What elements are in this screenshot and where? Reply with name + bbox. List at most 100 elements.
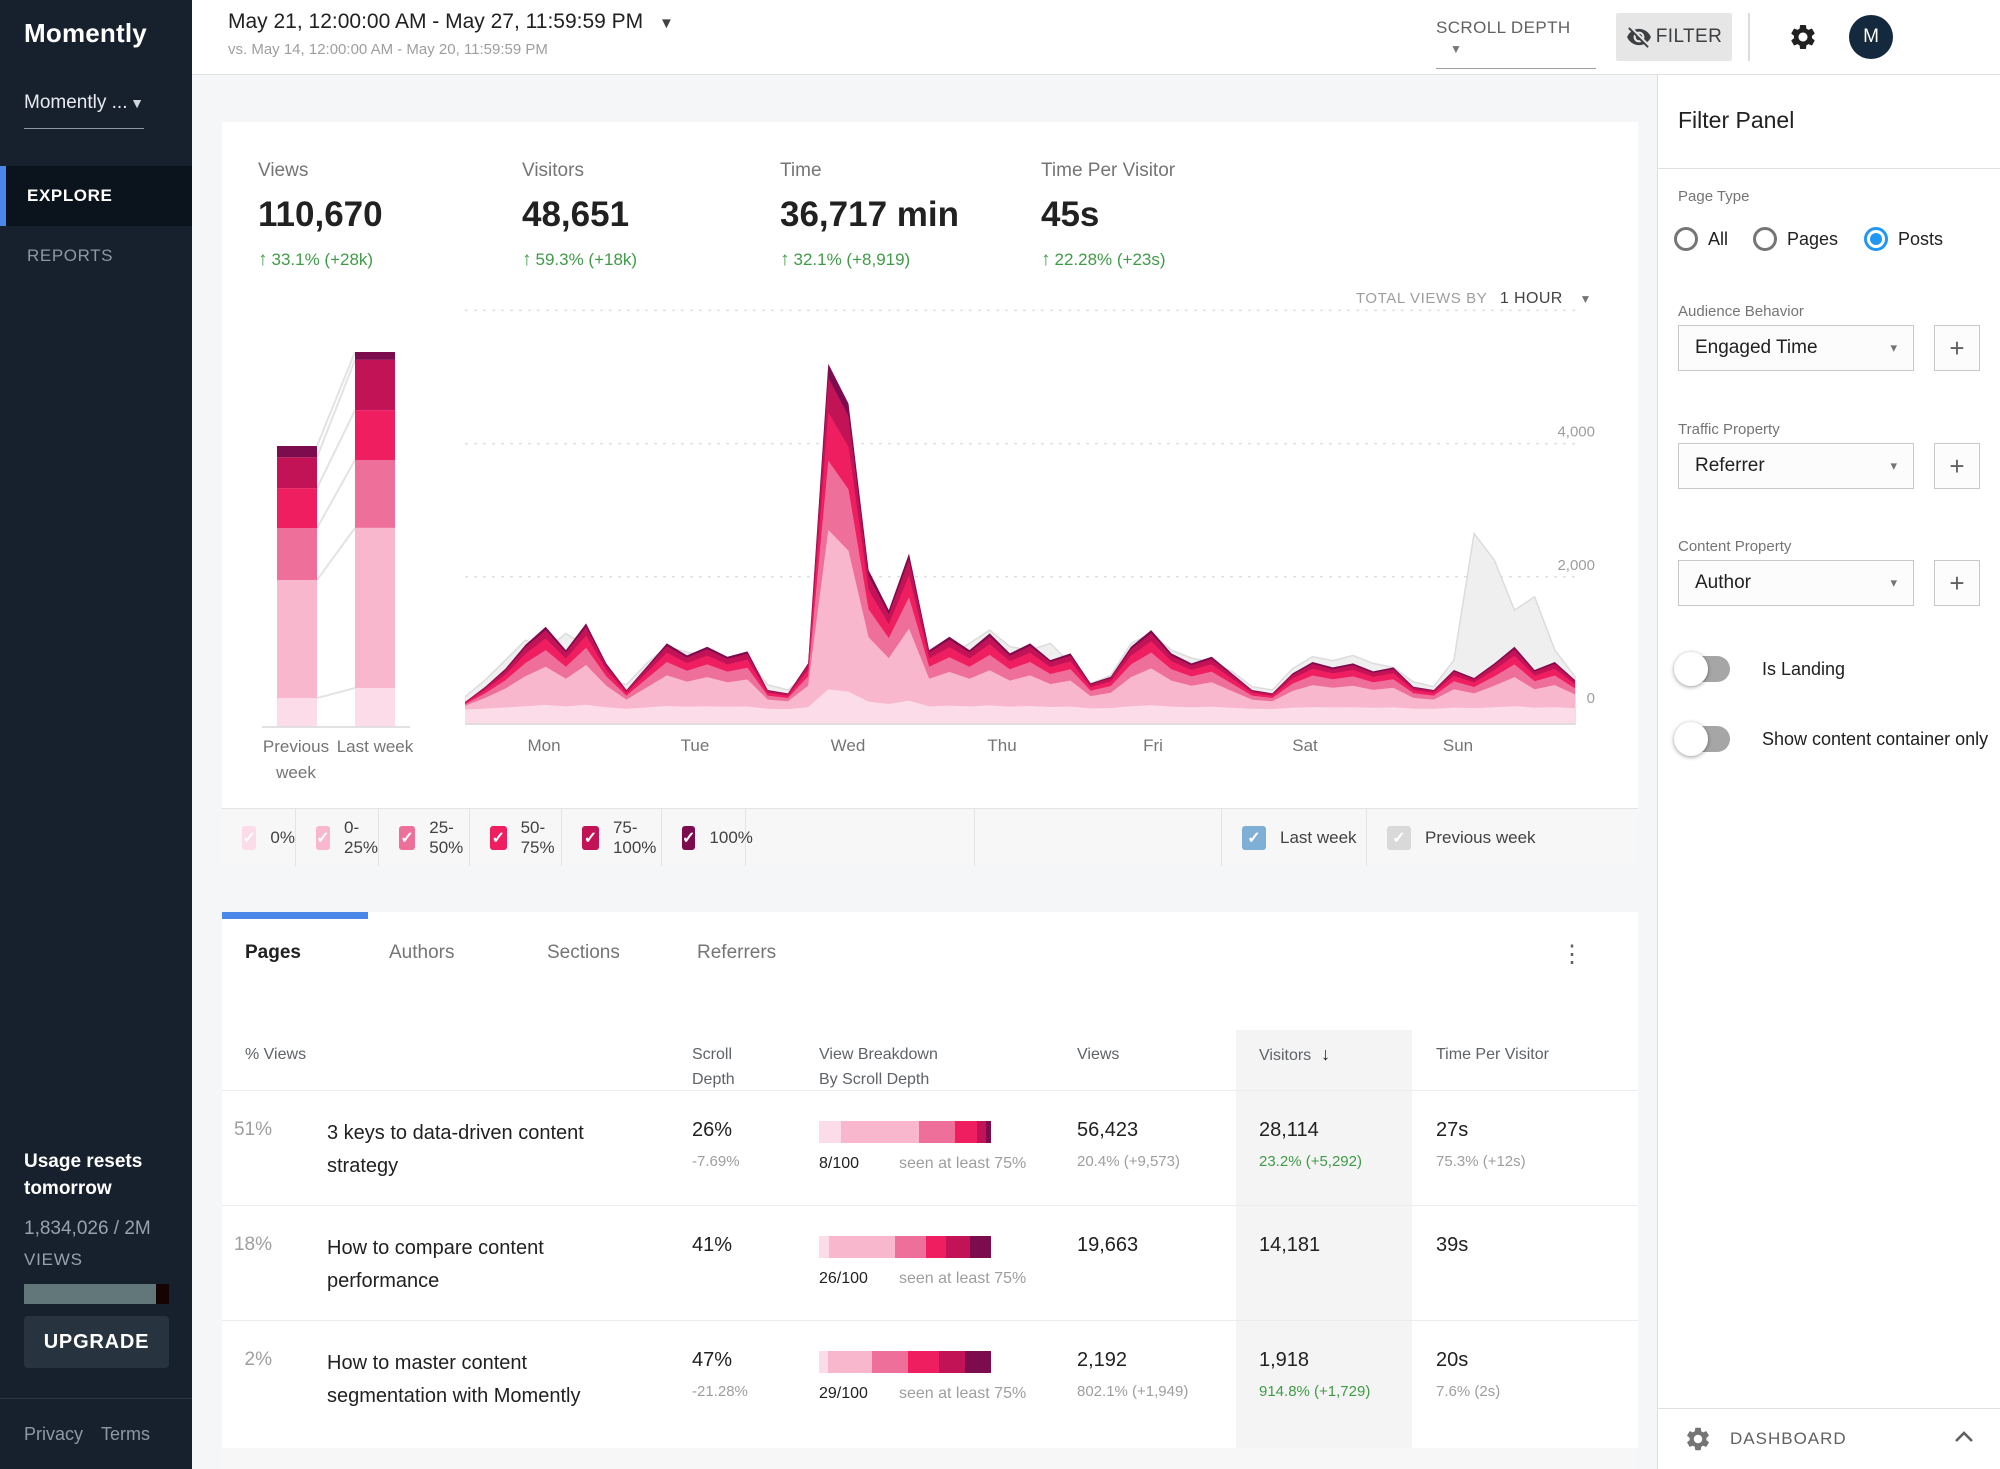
col-header-scroll-depth[interactable]: Scroll Depth: [692, 1042, 752, 1092]
checkbox-icon: ✓: [1242, 826, 1266, 850]
dashboard-bar[interactable]: DASHBOARD: [1658, 1408, 2000, 1469]
audience-behavior-label: Audience Behavior: [1678, 303, 1804, 320]
terms-link[interactable]: Terms: [101, 1424, 150, 1444]
radio-all[interactable]: All: [1674, 227, 1728, 251]
usage-progress-bar: [24, 1284, 169, 1304]
compare-range-label: vs. May 14, 12:00:00 AM - May 20, 11:59:…: [228, 41, 674, 58]
tab-sections[interactable]: Sections: [547, 942, 620, 964]
filter-button[interactable]: FILTER: [1616, 13, 1732, 61]
usage-count: 1,834,026 / 2M: [24, 1218, 169, 1240]
radio-circle-icon: [1674, 227, 1698, 251]
row-title[interactable]: 3 keys to data-driven content strategy: [327, 1117, 627, 1183]
col-header-pct-views[interactable]: % Views: [245, 1042, 306, 1067]
show-content-container-only-toggle[interactable]: Show content container only: [1678, 726, 1988, 752]
tab-referrers[interactable]: Referrers: [697, 942, 776, 964]
day-label-thu: Thu: [987, 736, 1016, 756]
legend-item-0pct[interactable]: ✓ 0%: [222, 809, 296, 866]
col-header-view-breakdown[interactable]: View Breakdown By Scroll Depth: [819, 1042, 939, 1092]
filter-panel: Filter Panel Page Type AllPagesPosts Aud…: [1657, 75, 2000, 1469]
pages-card: Pages Authors Sections Referrers ⋮ % Views S…: [222, 912, 1638, 1469]
avatar[interactable]: M: [1849, 15, 1893, 59]
sidebar-item-explore[interactable]: EXPLORE: [0, 166, 192, 226]
stat-label: Time Per Visitor: [1041, 160, 1175, 182]
table-row[interactable]: 51% 3 keys to data-driven content strateg…: [222, 1090, 1638, 1205]
breakdown-segment: [841, 1121, 918, 1143]
stat-label: Visitors: [522, 160, 637, 182]
checkbox-icon: ✓: [399, 826, 415, 850]
breakdown-segment: [872, 1351, 908, 1373]
row-seen-count: 8/100: [819, 1155, 859, 1173]
breakdown-segment: [977, 1121, 986, 1143]
stat-change: ↑59.3% (+18k): [522, 249, 637, 271]
metric-selector[interactable]: SCROLL DEPTH ▼: [1436, 18, 1596, 69]
col-header-views[interactable]: Views: [1077, 1042, 1119, 1067]
audience-behavior-select[interactable]: Engaged Time▾: [1678, 325, 1914, 371]
legend-item-25-50pct[interactable]: ✓25-50%: [379, 809, 470, 866]
stat-visitors: Visitors48,651↑59.3% (+18k): [522, 160, 637, 271]
row-visitors: 14,181: [1259, 1234, 1320, 1257]
row-time-per-visitor: 20s: [1436, 1349, 1468, 1372]
legend-item-50-75pct[interactable]: ✓50-75%: [470, 809, 562, 866]
tab-pages[interactable]: Pages: [245, 942, 301, 964]
tab-authors[interactable]: Authors: [389, 942, 454, 964]
settings-gear-icon[interactable]: [1788, 22, 1818, 52]
row-pct-views: 51%: [232, 1119, 272, 1141]
legend-item-label: 0%: [270, 828, 295, 848]
dashboard-gear-icon: [1684, 1425, 1712, 1453]
chevron-down-icon: ▼: [659, 15, 674, 32]
is-landing-toggle[interactable]: Is Landing: [1678, 656, 1845, 682]
traffic-property-label: Traffic Property: [1678, 421, 1780, 438]
audience-behavior-add-button[interactable]: +: [1934, 325, 1980, 371]
stat-label: Time: [780, 160, 959, 182]
app-logo: Momently: [24, 18, 147, 49]
date-range-selector[interactable]: May 21, 12:00:00 AM - May 27, 11:59:59 P…: [228, 10, 674, 58]
traffic-property-select[interactable]: Referrer▾: [1678, 443, 1914, 489]
legend-item-0-25pct[interactable]: ✓0-25%: [296, 809, 379, 866]
radio-posts[interactable]: Posts: [1864, 227, 1943, 251]
sidebar-nav: EXPLOREREPORTS: [0, 166, 192, 286]
row-title[interactable]: How to master content segmentation with …: [327, 1347, 627, 1413]
checkbox-icon: ✓: [582, 826, 599, 850]
stat-label: Views: [258, 160, 383, 182]
row-pct-views: 2%: [232, 1349, 272, 1371]
content-property-add-button[interactable]: +: [1934, 560, 1980, 606]
upgrade-button[interactable]: UPGRADE: [24, 1316, 169, 1368]
legend-item-last-week[interactable]: ✓Last week: [1222, 809, 1367, 866]
radio-pages[interactable]: Pages: [1753, 227, 1838, 251]
row-title[interactable]: How to compare content performance: [327, 1232, 627, 1298]
col-header-visitors[interactable]: Visitors↓: [1259, 1042, 1330, 1068]
kebab-menu-icon[interactable]: ⋮: [1550, 936, 1594, 973]
breakdown-segment: [939, 1351, 965, 1373]
row-time-per-visitor: 39s: [1436, 1234, 1468, 1257]
svg-text:4,000: 4,000: [1557, 424, 1595, 441]
chart-legend: ✓ 0%✓0-25%✓25-50%✓50-75%✓75-100%✓100% ✓Las…: [222, 808, 1638, 865]
stat-change: ↑22.28% (+23s): [1041, 249, 1175, 271]
row-visitors: 1,918: [1259, 1349, 1309, 1372]
stat-change: ↑33.1% (+28k): [258, 249, 383, 271]
row-scroll-depth: 47%: [692, 1349, 732, 1372]
traffic-property-add-button[interactable]: +: [1934, 443, 1980, 489]
page-type-radio-group: All Pages Posts: [1658, 227, 2000, 261]
usage-unit: VIEWS: [24, 1250, 169, 1270]
toggle-knob: [1674, 652, 1708, 686]
row-visitors-change: 23.2% (+5,292): [1259, 1153, 1362, 1170]
col-header-time-per-visitor[interactable]: Time Per Visitor: [1436, 1042, 1606, 1067]
legend-item-100pct[interactable]: ✓100%: [662, 809, 746, 866]
sidebar-item-reports[interactable]: REPORTS: [0, 226, 192, 286]
row-visitors-change: 914.8% (+1,729): [1259, 1383, 1370, 1400]
legend-item-previous-week[interactable]: ✓Previous week: [1367, 809, 1638, 866]
account-selector[interactable]: Momently ... ▼: [24, 92, 144, 129]
table-row[interactable]: 2% How to master content segmentation wit…: [222, 1320, 1638, 1435]
row-views-change: 802.1% (+1,949): [1077, 1383, 1188, 1400]
legend-item-75-100pct[interactable]: ✓75-100%: [562, 809, 662, 866]
breakdown-segment: [828, 1351, 873, 1373]
checkbox-icon: ✓: [242, 826, 256, 850]
stat-value: 45s: [1041, 195, 1175, 235]
table-row[interactable]: 18%How to compare content performance41%…: [222, 1205, 1638, 1320]
row-scroll-depth-change: -21.28%: [692, 1383, 748, 1400]
svg-text:2,000: 2,000: [1557, 557, 1595, 574]
content-property-select[interactable]: Author▾: [1678, 560, 1914, 606]
privacy-link[interactable]: Privacy: [24, 1424, 83, 1444]
breakdown-segment: [946, 1236, 970, 1258]
radio-label: Pages: [1787, 229, 1838, 250]
